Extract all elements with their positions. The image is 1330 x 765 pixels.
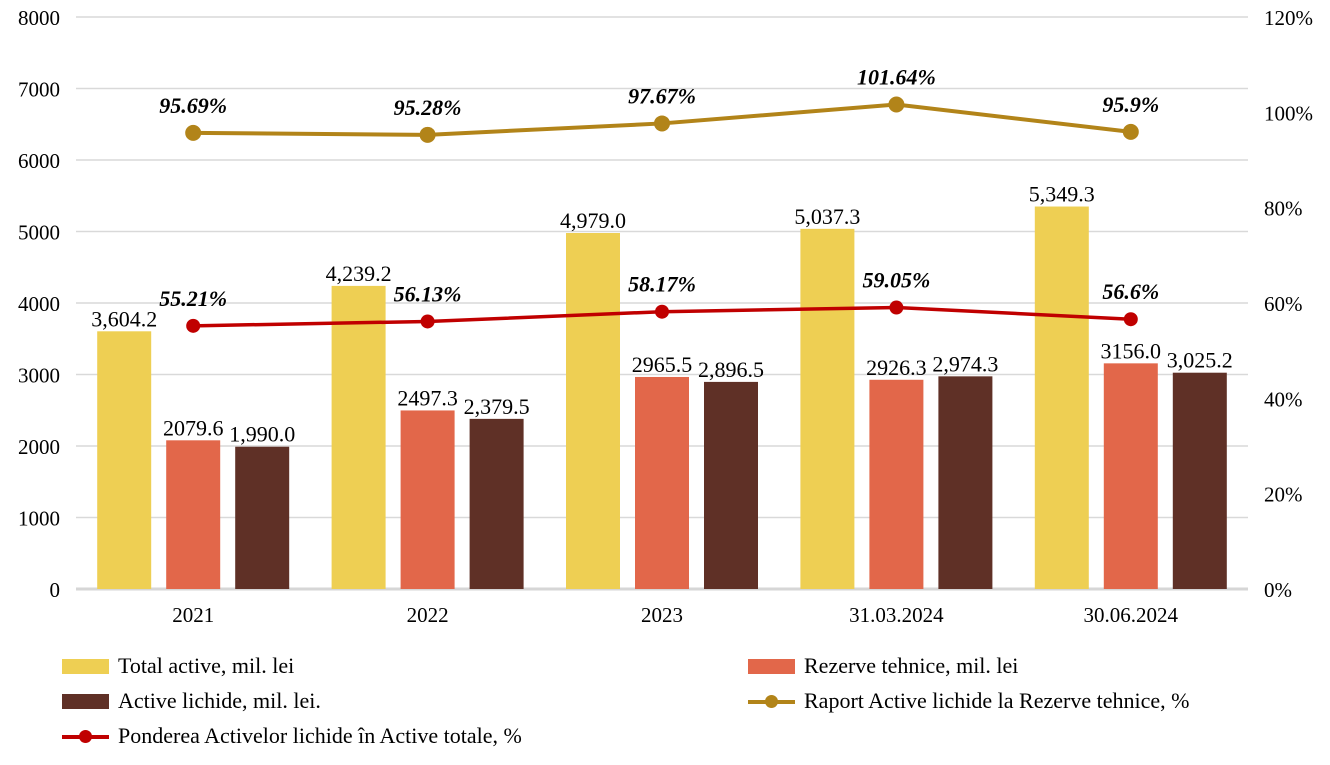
legend-bar-swatch-icon <box>748 658 795 674</box>
legend-item: Rezerve tehnice, mil. lei <box>748 653 1189 678</box>
bar <box>869 379 924 589</box>
left-axis-tick-label: 1000 <box>18 507 60 531</box>
line-value-label: 56.6% <box>1102 279 1159 304</box>
bar <box>331 285 386 589</box>
bar-value-label: 1,990.0 <box>229 422 295 447</box>
bar <box>1034 206 1089 589</box>
chart-plot-area: 0 1000 2000 3000 4000 5000 6000 7000 8000 0% 20% 40… <box>18 6 1313 627</box>
line-point-marker <box>186 318 201 333</box>
x-axis-category-label: 31.03.2024 <box>849 603 944 627</box>
legend-item-label: Total active, mil. lei <box>118 653 295 678</box>
line-point-marker <box>419 126 436 143</box>
bar <box>166 440 221 589</box>
left-axis-tick-label: 4000 <box>18 292 60 316</box>
bar-value-label: 2,974.3 <box>932 351 998 376</box>
line-value-label: 95.9% <box>1102 92 1159 117</box>
bar-value-label: 5,037.3 <box>794 204 860 229</box>
x-axis-category-label: 30.06.2024 <box>1084 603 1179 627</box>
bar <box>1103 363 1158 589</box>
legend-item: Total active, mil. lei <box>62 653 748 678</box>
left-axis-tick-label: 2000 <box>18 435 60 459</box>
right-axis-tick-label: 20% <box>1264 483 1303 507</box>
bar-value-label: 3,025.2 <box>1167 348 1233 373</box>
legend-bar-swatch-icon <box>62 658 109 674</box>
chart-legend: Total active, mil. lei Rezerve tehnice, m… <box>62 653 1190 748</box>
bar <box>469 418 524 589</box>
left-axis-tick-label: 6000 <box>18 149 60 173</box>
bar <box>704 381 758 589</box>
bar <box>400 410 455 589</box>
line-point-marker <box>888 96 905 113</box>
line-value-label: 95.28% <box>394 95 462 120</box>
line-point-marker <box>654 115 670 132</box>
line-point-marker <box>655 304 669 319</box>
legend-item: Raport Active lichide la Rezerve tehnice… <box>748 688 1190 713</box>
bar <box>1172 372 1227 589</box>
bar-value-label: 2497.3 <box>397 385 458 410</box>
legend-item: Active lichide, mil. lei. <box>62 688 748 713</box>
legend-line-swatch-icon <box>748 694 795 709</box>
legend-item-label: Active lichide, mil. lei. <box>118 688 321 713</box>
bar-value-label: 5,349.3 <box>1029 182 1095 207</box>
right-axis-tick-label: 100% <box>1264 101 1313 125</box>
bar-value-label: 2,379.5 <box>464 394 530 419</box>
left-axis-tick-label: 5000 <box>18 221 60 245</box>
line-value-label: 56.13% <box>394 281 462 306</box>
bar-value-label: 2926.3 <box>866 355 927 380</box>
line-value-label: 58.17% <box>628 272 696 297</box>
x-axis-category-label: 2021 <box>172 603 214 627</box>
bar <box>938 376 993 589</box>
legend-item-label: Raport Active lichide la Rezerve tehnice… <box>804 688 1190 713</box>
line-value-label: 55.21% <box>159 286 227 311</box>
line-point-marker <box>1122 123 1139 140</box>
right-axis-tick-label: 120% <box>1264 6 1313 30</box>
left-axis-tick-label: 7000 <box>18 78 60 102</box>
bar-value-label: 2965.5 <box>632 352 693 377</box>
x-axis-category-label: 2023 <box>641 603 683 627</box>
bar <box>97 331 152 589</box>
bar-value-label: 3,604.2 <box>91 306 157 331</box>
right-axis-tick-label: 80% <box>1264 197 1303 221</box>
line-value-label: 95.69% <box>159 93 227 118</box>
bar <box>635 376 689 589</box>
line-value-label: 59.05% <box>862 268 930 293</box>
line-point-marker <box>1123 312 1138 327</box>
line-point-marker <box>185 124 202 141</box>
bar-value-label: 2079.6 <box>163 415 224 440</box>
left-axis-tick-label: 8000 <box>18 6 60 30</box>
line-value-label: 101.64% <box>857 65 936 90</box>
bar-value-label: 4,239.2 <box>326 261 392 286</box>
right-axis-tick-label: 60% <box>1264 292 1303 316</box>
bar-value-label: 3156.0 <box>1101 338 1162 363</box>
x-axis-category-label: 2022 <box>407 603 449 627</box>
line-point-marker <box>420 314 435 329</box>
bar <box>800 228 855 589</box>
right-axis-tick-label: 0% <box>1264 578 1292 602</box>
line-value-label: 97.67% <box>628 83 696 108</box>
bar-value-label: 2,896.5 <box>698 357 764 382</box>
legend-bar-swatch-icon <box>62 693 109 709</box>
left-axis-tick-label: 3000 <box>18 364 60 388</box>
bar <box>566 233 620 589</box>
line-point-marker <box>889 300 904 315</box>
combo-chart: 0 1000 2000 3000 4000 5000 6000 7000 8000 0% 20% 40… <box>18 6 1313 627</box>
legend-line-swatch-icon <box>62 729 109 744</box>
legend-item: Ponderea Activelor lichide în Active tot… <box>62 723 748 748</box>
left-axis-tick-label: 0 <box>50 578 61 602</box>
right-axis-tick-label: 40% <box>1264 387 1303 411</box>
legend-item-label: Ponderea Activelor lichide în Active tot… <box>118 723 522 748</box>
bar <box>235 446 290 589</box>
legend-item-label: Rezerve tehnice, mil. lei <box>804 653 1019 678</box>
bar-value-label: 4,979.0 <box>560 208 626 233</box>
